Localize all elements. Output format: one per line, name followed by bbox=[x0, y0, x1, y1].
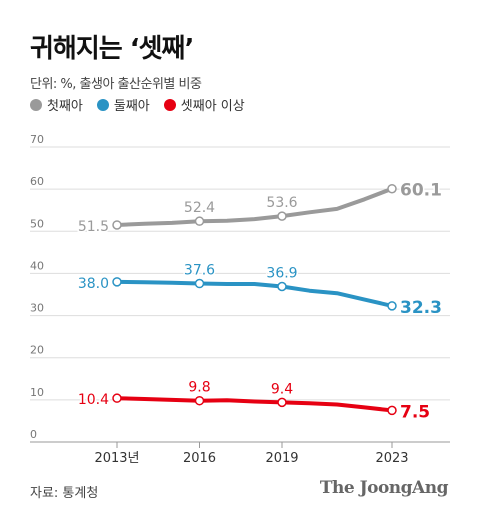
data-point-second bbox=[387, 301, 397, 311]
y-tick-label: 40 bbox=[30, 259, 44, 272]
data-label-second: 38.0 bbox=[78, 276, 109, 292]
data-point-first bbox=[194, 216, 205, 226]
data-label-first: 51.5 bbox=[78, 219, 109, 235]
y-tick-label: 20 bbox=[30, 344, 44, 357]
legend-item-second: 둘째아 bbox=[96, 95, 150, 114]
x-tick-label: 2013년 bbox=[94, 451, 139, 466]
publisher-logo: The JoongAng bbox=[319, 478, 449, 498]
legend-label-third: 셋째아 이상 bbox=[180, 99, 245, 114]
data-label-third: 7.5 bbox=[400, 402, 430, 422]
y-tick-label: 70 bbox=[30, 133, 44, 146]
data-label-third: 10.4 bbox=[78, 392, 109, 408]
legend-item-first: 첫째아 bbox=[30, 95, 83, 114]
source-note: 자료: 통계청 bbox=[30, 486, 99, 501]
data-label-first: 53.6 bbox=[266, 195, 297, 211]
data-point-third bbox=[194, 395, 205, 406]
data-label-first: 60.1 bbox=[400, 181, 442, 201]
data-label-second: 32.3 bbox=[400, 298, 442, 318]
x-tick-label: 2023 bbox=[375, 451, 408, 466]
data-point-third bbox=[387, 405, 397, 416]
y-tick-label: 10 bbox=[30, 386, 44, 399]
chart-subtitle: 단위: %, 출생아 출산순위별 비중 bbox=[30, 77, 202, 92]
legend: 첫째아 둘째아 셋째아 이상 bbox=[30, 95, 245, 114]
chart-title: 귀해지는 ‘셋째’ bbox=[30, 34, 194, 64]
data-label-third: 9.8 bbox=[188, 380, 210, 396]
x-tick-label: 2016 bbox=[183, 451, 216, 466]
legend-label-first: 첫째아 bbox=[47, 99, 83, 114]
legend-marker-third bbox=[163, 98, 176, 111]
y-tick-label: 60 bbox=[30, 175, 44, 188]
x-tick-label: 2019 bbox=[265, 451, 298, 466]
series-line-second bbox=[115, 279, 394, 308]
data-point-second bbox=[277, 281, 287, 292]
y-tick-label: 0 bbox=[30, 428, 37, 441]
data-point-second bbox=[112, 277, 122, 287]
data-point-first bbox=[112, 220, 122, 230]
y-tick-label: 50 bbox=[30, 217, 44, 230]
legend-item-third: 셋째아 이상 bbox=[163, 95, 245, 114]
data-label-second: 36.9 bbox=[266, 265, 297, 281]
data-point-third bbox=[112, 393, 122, 403]
series-line-third bbox=[115, 396, 394, 413]
data-point-second bbox=[194, 278, 205, 289]
legend-marker-second bbox=[96, 98, 109, 111]
data-point-first bbox=[277, 211, 287, 221]
data-label-third: 9.4 bbox=[271, 381, 293, 397]
data-label-first: 52.4 bbox=[184, 200, 215, 216]
legend-marker-first bbox=[30, 98, 42, 111]
data-point-first bbox=[387, 183, 397, 194]
y-tick-label: 30 bbox=[30, 302, 44, 315]
series-line-first bbox=[115, 186, 394, 227]
data-point-third bbox=[277, 397, 287, 408]
data-label-second: 37.6 bbox=[184, 263, 215, 279]
legend-label-second: 둘째아 bbox=[113, 99, 150, 114]
